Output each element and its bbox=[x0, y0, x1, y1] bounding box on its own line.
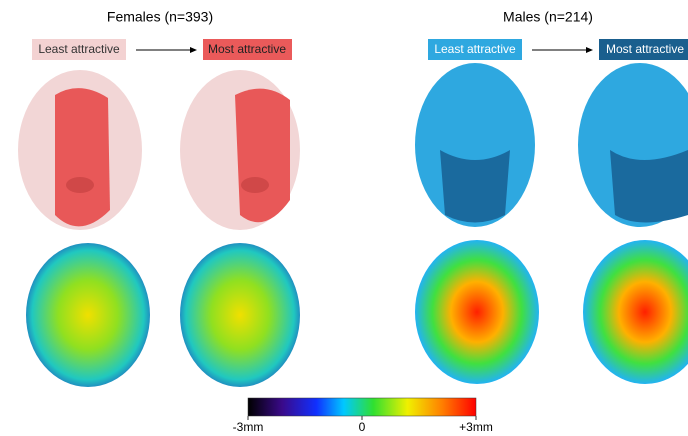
label-box bbox=[428, 39, 522, 60]
label-box bbox=[599, 39, 688, 60]
arrow-head bbox=[586, 47, 593, 53]
face-render bbox=[415, 63, 535, 227]
face-render bbox=[180, 70, 300, 230]
colorbar-tick-label: 0 bbox=[359, 420, 366, 434]
label-box bbox=[203, 39, 292, 60]
panel-title: Females (n=393) bbox=[107, 9, 213, 25]
label-box bbox=[32, 39, 126, 60]
face-render bbox=[578, 63, 688, 227]
to-label: Most attractive bbox=[208, 42, 286, 56]
arrow-head bbox=[190, 47, 197, 53]
colorbar-tick-label: +3mm bbox=[459, 420, 493, 434]
heatmap-face bbox=[26, 243, 150, 387]
heatmap-face bbox=[415, 240, 539, 384]
panel-title: Males (n=214) bbox=[503, 9, 593, 25]
from-label: Least attractive bbox=[38, 42, 120, 56]
colorbar-tick-label: -3mm bbox=[233, 420, 264, 434]
face-render bbox=[18, 70, 142, 230]
heatmap-face bbox=[583, 240, 688, 384]
colorbar bbox=[247, 397, 477, 417]
to-label: Most attractive bbox=[606, 42, 684, 56]
heatmap-face bbox=[180, 243, 300, 387]
from-label: Least attractive bbox=[434, 42, 516, 56]
